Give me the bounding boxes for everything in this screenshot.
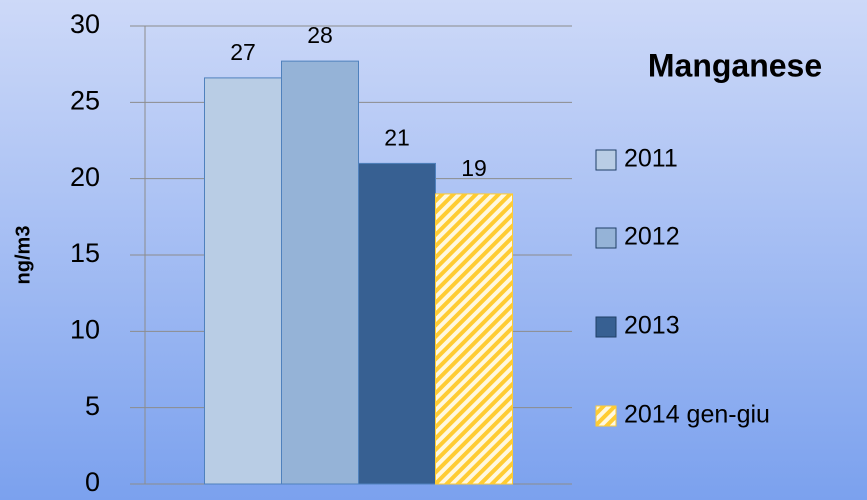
bar [204,77,282,485]
legend-swatch [595,227,617,249]
y-tick-label: 10 [70,314,100,344]
legend-label: 2011 [624,145,678,173]
legend-label: 2013 [624,312,680,340]
y-tick-label: 5 [85,391,100,421]
bar [358,162,436,485]
y-tick-label: 25 [70,85,100,115]
legend-label: 2014 gen-giu [624,401,770,429]
y-tick-label: 0 [85,467,100,497]
y-tick-label: 30 [70,9,100,39]
y-tick-label: 15 [70,238,100,268]
data-label: 19 [461,155,487,181]
bar [281,60,359,485]
legend-swatch [595,316,617,338]
legend-swatch [595,149,617,171]
y-tick-label: 20 [70,162,100,192]
data-label: 28 [307,22,333,48]
y-axis-label: ng/m3 [12,226,34,285]
legend-swatch [595,405,617,427]
data-label: 27 [230,39,256,65]
data-label: 21 [384,124,410,150]
legend-label: 2012 [624,223,680,251]
chart-title: Manganese [648,47,822,83]
bar [435,193,513,485]
